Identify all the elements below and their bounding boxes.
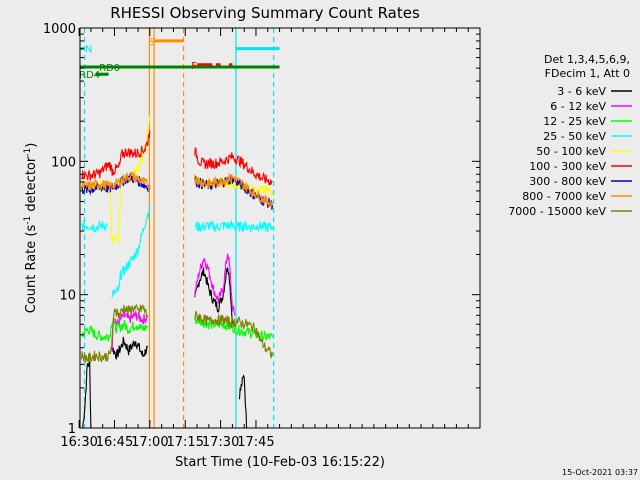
x-tick-label: 17:30 (202, 435, 239, 450)
flag-label-f: F (191, 61, 197, 72)
series-3-trace-2 (194, 219, 274, 233)
flag-label-s: S (149, 37, 155, 48)
series-3-trace-0 (81, 219, 108, 234)
series-0-trace-3 (238, 374, 248, 428)
y-tick-label: 1 (68, 422, 76, 437)
series-0-trace-1 (111, 336, 149, 360)
x-axis-label: Start Time (10-Feb-03 16:15:22) (175, 455, 385, 470)
legend-label-series-4: 50 - 100 keV (536, 145, 606, 158)
x-tick-label: 16:45 (96, 435, 133, 450)
series-5-trace-1 (194, 147, 273, 186)
legend-label-series-1: 6 - 12 keV (550, 100, 606, 113)
series-1-trace-0 (111, 310, 149, 353)
legend-label-series-3: 25 - 50 keV (543, 130, 606, 143)
legend-title-line-1: Det 1,3,4,5,6,9, (544, 53, 630, 66)
legend-label-series-0: 3 - 6 keV (557, 85, 606, 98)
series-5-trace-0 (80, 130, 151, 181)
x-tick-label: 17:15 (167, 435, 204, 450)
flag-label-n: N (85, 45, 92, 56)
series-7-trace-0 (80, 171, 151, 192)
y-tick-label: 100 (51, 155, 76, 170)
series-3-trace-1 (111, 204, 151, 298)
legend-label-series-8: 7000 - 15000 keV (508, 205, 606, 218)
x-tick-label: 17:45 (237, 435, 274, 450)
series-4-trace-1 (194, 174, 274, 197)
series-1-trace-1 (194, 253, 236, 316)
legend-label-series-7: 800 - 7000 keV (522, 190, 606, 203)
legend-label-series-5: 100 - 300 keV (529, 160, 606, 173)
x-tick-label: 17:00 (131, 435, 168, 450)
series-0-trace-2 (194, 267, 233, 325)
y-axis-label: Count Rate (s-1 detector-1) (23, 143, 39, 314)
series-7-trace-1 (194, 173, 274, 208)
x-tick-label: 16:30 (60, 435, 97, 450)
series-8-trace-1 (194, 310, 274, 359)
legend-label-series-6: 300 - 800 keV (529, 175, 606, 188)
legend-label-series-2: 12 - 25 keV (543, 115, 606, 128)
legend-title-line-2: FDecim 1, Att 0 (545, 67, 630, 80)
flag-label-rd4: RD4 (79, 70, 100, 81)
footer-timestamp: 15-Oct-2021 03:37 (562, 468, 638, 477)
flag-label-rd0: RD0 (99, 63, 120, 74)
y-tick-label: 10 (59, 289, 76, 304)
legend: Det 1,3,4,5,6,9, FDecim 1, Att 0 3 - 6 k… (508, 53, 632, 218)
series-2-trace-0 (81, 317, 148, 343)
y-axis: 1 10 100 1000 (43, 22, 480, 437)
chart-title: RHESSI Observing Summary Count Rates (110, 4, 420, 22)
series-8-trace-0 (80, 303, 149, 364)
plot-inner (80, 28, 280, 428)
y-tick-label: 1000 (43, 22, 76, 37)
series-0-trace-0 (82, 359, 92, 428)
